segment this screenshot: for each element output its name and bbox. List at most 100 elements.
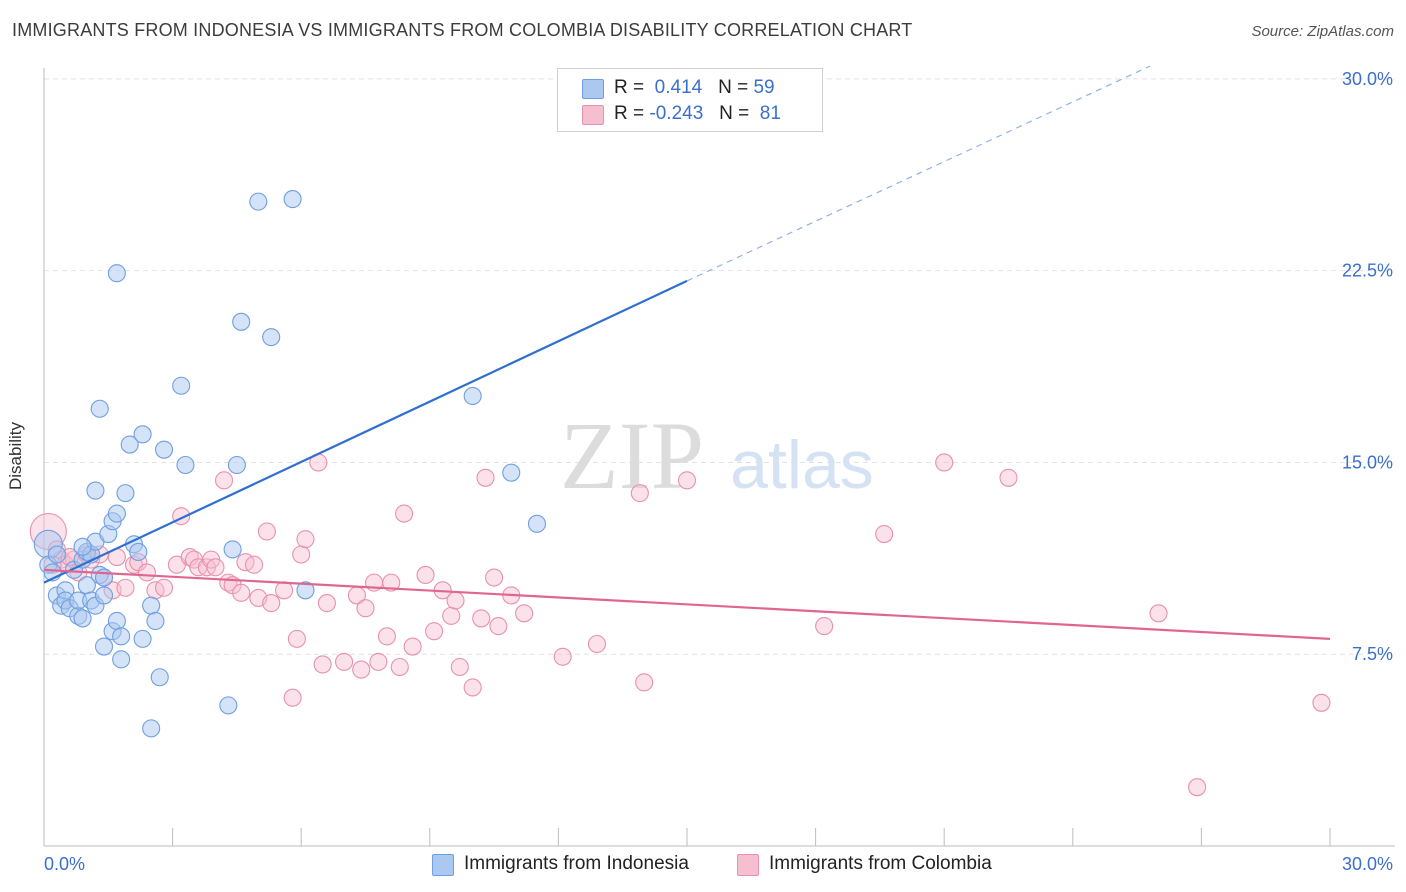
colombia-point: [214, 471, 234, 490]
colombia-point: [999, 468, 1018, 487]
indonesia-point: [107, 264, 126, 283]
indonesia-point: [116, 484, 135, 503]
colombia-point: [377, 627, 396, 646]
legend-n-value: 59: [753, 77, 775, 98]
legend-r-value: 0.414: [649, 77, 703, 98]
gridlines: [44, 78, 1395, 655]
legend-swatch-indonesia: [582, 79, 604, 99]
colombia-point: [287, 629, 306, 648]
indonesia-point: [133, 629, 152, 648]
indonesia-point: [142, 596, 161, 615]
legend-r-label: R =: [614, 103, 645, 124]
axes: [43, 68, 1395, 847]
colombia-point: [257, 522, 276, 541]
colombia-point: [382, 573, 401, 592]
indonesia-point: [112, 627, 131, 646]
colombia-point: [442, 606, 461, 625]
indonesia-point: [112, 650, 131, 669]
colombia-point: [369, 652, 388, 671]
colombia-point: [476, 468, 495, 487]
colombia-trend-line: [43, 568, 1331, 640]
colombia-point: [244, 555, 264, 574]
indonesia-point: [249, 192, 268, 211]
watermark: ZIP atlas: [560, 402, 874, 509]
indonesia-point: [219, 696, 238, 715]
colombia-point: [356, 599, 375, 618]
indonesia-point: [94, 586, 114, 605]
colombia-point: [677, 471, 697, 490]
indonesia-point: [232, 312, 251, 331]
indonesia-point: [463, 386, 482, 406]
indonesia-points: [33, 190, 547, 738]
indonesia-point: [176, 455, 195, 475]
indonesia-point: [133, 425, 152, 444]
y-tick-label: 30.0%: [1342, 69, 1393, 89]
colombia-point: [232, 583, 251, 602]
colombia-point: [154, 578, 174, 597]
colombia-point: [489, 617, 508, 636]
colombia-point: [515, 604, 534, 623]
indonesia-point: [47, 545, 66, 564]
legend-label-indonesia: Immigrants from Indonesia: [464, 853, 689, 874]
colombia-point: [283, 688, 302, 707]
colombia-point: [292, 545, 311, 564]
indonesia-point: [283, 190, 302, 209]
legend-n-label: N =: [718, 77, 749, 98]
colombia-point: [317, 594, 336, 613]
legend-n-value: 81: [759, 103, 781, 124]
indonesia-point: [150, 668, 169, 687]
colombia-point: [1312, 693, 1331, 712]
colombia-point: [416, 565, 435, 585]
indonesia-point: [86, 481, 105, 500]
indonesia-point: [90, 399, 109, 418]
indonesia-point: [146, 611, 165, 631]
indonesia-point: [502, 463, 521, 482]
colombia-point: [390, 657, 409, 677]
indonesia-point: [107, 611, 126, 631]
colombia-point: [296, 530, 315, 549]
colombia-point: [553, 647, 572, 666]
colombia-point: [335, 652, 354, 671]
x-tick-label: 0.0%: [44, 854, 85, 874]
colombia-point: [1149, 604, 1168, 623]
correlation-legend: R = 0.414 N = 59 R = -0.243 N = 81: [557, 68, 823, 132]
legend-n-label: N =: [719, 103, 750, 124]
indonesia-trend-extension: [686, 65, 1151, 282]
indonesia-point: [94, 568, 114, 587]
indonesia-point: [296, 581, 315, 600]
indonesia-point: [73, 609, 92, 628]
colombia-point: [587, 634, 607, 654]
colombia-point: [425, 622, 444, 641]
colombia-point: [137, 563, 156, 582]
legend-r-value: -0.243: [649, 103, 704, 124]
colombia-point: [446, 591, 465, 610]
colombia-point: [450, 657, 469, 677]
colombia-point: [1188, 778, 1207, 797]
indonesia-point: [120, 435, 139, 454]
series-legend: Immigrants from Indonesia Immigrants fro…: [0, 852, 1406, 878]
colombia-point: [635, 673, 654, 692]
legend-swatch-indonesia: [432, 854, 454, 876]
source-label: Source: ZipAtlas.com: [1251, 23, 1394, 40]
indonesia-point: [262, 328, 281, 347]
indonesia-point: [142, 719, 161, 738]
colombia-point: [262, 594, 281, 613]
colombia-point: [485, 568, 504, 587]
legend-swatch-colombia: [582, 105, 604, 125]
indonesia-point: [172, 376, 191, 395]
indonesia-point: [73, 537, 92, 556]
y-tick-label: 15.0%: [1342, 452, 1393, 472]
colombia-point: [463, 678, 482, 697]
colombia-point: [116, 578, 135, 597]
legend-swatch-colombia: [737, 854, 759, 876]
y-tick-label: 22.5%: [1342, 261, 1393, 281]
tick-labels: 7.5% 15.0% 22.5% 30.0% 0.0% 30.0%: [44, 69, 1393, 874]
colombia-point: [403, 637, 422, 656]
colombia-point: [395, 504, 414, 523]
colombia-point: [313, 655, 332, 674]
indonesia-point: [107, 504, 126, 523]
watermark-atlas: atlas: [730, 427, 874, 503]
indonesia-point: [94, 637, 114, 656]
indonesia-trend-line: [43, 279, 688, 584]
